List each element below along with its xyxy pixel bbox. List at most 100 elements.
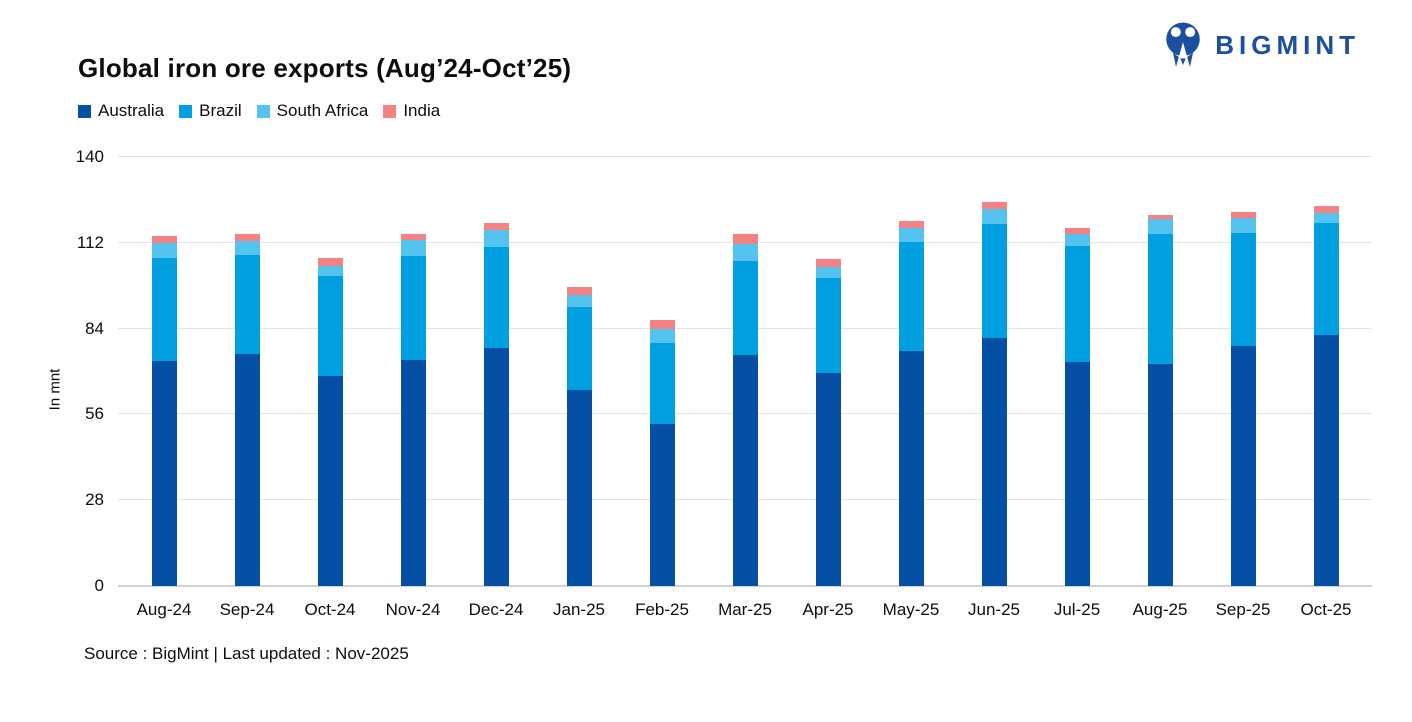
segment-brazil-sep-24 bbox=[234, 255, 260, 355]
segment-south-africa-sep-24 bbox=[234, 240, 260, 256]
segment-australia-sep-25 bbox=[1230, 345, 1256, 586]
y-tick-label-56: 56 bbox=[85, 404, 104, 424]
segment-australia-dec-24 bbox=[483, 347, 509, 586]
legend-swatch-south-africa bbox=[256, 104, 270, 118]
legend-item-india: India bbox=[383, 101, 440, 121]
bar-mar-25 bbox=[732, 233, 758, 586]
legend-swatch-india bbox=[383, 104, 397, 118]
segment-india-jan-25 bbox=[566, 286, 592, 296]
x-tick-label-jul-25: Jul-25 bbox=[1053, 600, 1101, 619]
segment-south-africa-aug-25 bbox=[1147, 219, 1173, 234]
segment-australia-jan-25 bbox=[566, 390, 592, 586]
segment-india-sep-25 bbox=[1230, 212, 1256, 219]
chart-legend: Australia Brazil South Africa India bbox=[78, 101, 440, 121]
gridline-140 bbox=[118, 156, 1372, 157]
bar-nov-24 bbox=[400, 233, 426, 586]
segment-brazil-jan-25 bbox=[566, 307, 592, 391]
segment-brazil-oct-25 bbox=[1313, 222, 1339, 336]
bar-sep-25 bbox=[1230, 212, 1256, 586]
segment-india-jun-25 bbox=[981, 202, 1007, 210]
segment-brazil-sep-25 bbox=[1230, 233, 1256, 346]
bar-apr-25 bbox=[815, 258, 841, 586]
segment-india-sep-24 bbox=[234, 234, 260, 241]
segment-australia-may-25 bbox=[898, 351, 924, 586]
segment-india-oct-24 bbox=[317, 257, 343, 266]
x-tick-label-sep-25: Sep-25 bbox=[1215, 600, 1271, 619]
bar-sep-24 bbox=[234, 234, 260, 586]
segment-south-africa-oct-25 bbox=[1313, 213, 1339, 223]
y-tick-label-112: 112 bbox=[76, 232, 104, 252]
legend-swatch-brazil bbox=[179, 104, 193, 118]
legend-swatch-australia bbox=[78, 104, 91, 118]
segment-brazil-jul-25 bbox=[1064, 245, 1090, 362]
y-axis-title: In mnt bbox=[46, 368, 64, 411]
segment-brazil-jun-25 bbox=[981, 224, 1007, 339]
segment-australia-mar-25 bbox=[732, 354, 758, 586]
legend-item-australia: Australia bbox=[78, 101, 164, 121]
bar-jun-25 bbox=[981, 202, 1007, 586]
segment-south-africa-jan-25 bbox=[566, 295, 592, 308]
segment-australia-nov-24 bbox=[400, 360, 426, 586]
y-axis: 0 28 56 84 112 140 bbox=[0, 147, 104, 595]
x-tick-label-apr-25: Apr-25 bbox=[802, 600, 854, 619]
x-tick-label-nov-24: Nov-24 bbox=[385, 600, 441, 619]
segment-south-africa-mar-25 bbox=[732, 244, 758, 261]
segment-brazil-apr-25 bbox=[815, 278, 841, 373]
x-axis: Aug-24 Sep-24 Oct-24 Nov-24 Dec-24 Jan-25 Feb-… bbox=[118, 600, 1372, 624]
bar-oct-25 bbox=[1313, 206, 1339, 586]
y-tick-label-84: 84 bbox=[85, 318, 104, 338]
segment-brazil-feb-25 bbox=[649, 343, 675, 424]
segment-india-mar-25 bbox=[732, 233, 758, 245]
x-tick-label-sep-24: Sep-24 bbox=[219, 600, 275, 619]
segment-india-dec-24 bbox=[483, 222, 509, 230]
x-tick-label-may-25: May-25 bbox=[882, 600, 940, 619]
segment-brazil-aug-24 bbox=[151, 258, 177, 362]
segment-south-africa-may-25 bbox=[898, 227, 924, 243]
segment-south-africa-aug-24 bbox=[151, 243, 177, 259]
segment-australia-jun-25 bbox=[981, 338, 1007, 586]
segment-south-africa-oct-24 bbox=[317, 265, 343, 276]
segment-south-africa-dec-24 bbox=[483, 229, 509, 247]
segment-brazil-may-25 bbox=[898, 242, 924, 352]
x-tick-label-feb-25: Feb-25 bbox=[635, 600, 689, 619]
segment-australia-aug-24 bbox=[151, 361, 177, 586]
segment-australia-sep-24 bbox=[234, 354, 260, 586]
segment-south-africa-feb-25 bbox=[649, 329, 675, 344]
legend-label-south-africa: South Africa bbox=[276, 101, 369, 120]
y-tick-label-28: 28 bbox=[85, 490, 104, 510]
bigmint-logo-text: BIGMINT bbox=[1215, 30, 1360, 60]
segment-brazil-mar-25 bbox=[732, 260, 758, 355]
segment-australia-jul-25 bbox=[1064, 361, 1090, 586]
x-tick-label-aug-25: Aug-25 bbox=[1132, 600, 1188, 619]
x-tick-label-jan-25: Jan-25 bbox=[553, 600, 605, 619]
x-tick-label-oct-25: Oct-25 bbox=[1300, 600, 1352, 619]
segment-south-africa-nov-24 bbox=[400, 240, 426, 256]
segment-australia-feb-25 bbox=[649, 423, 675, 586]
legend-item-south-africa: South Africa bbox=[256, 101, 369, 121]
segment-south-africa-jun-25 bbox=[981, 209, 1007, 225]
segment-brazil-nov-24 bbox=[400, 256, 426, 361]
segment-india-may-25 bbox=[898, 220, 924, 228]
source-note: Source : BigMint | Last updated : Nov-20… bbox=[84, 644, 409, 663]
x-tick-label-aug-24: Aug-24 bbox=[136, 600, 192, 619]
segment-brazil-oct-24 bbox=[317, 275, 343, 377]
segment-india-oct-25 bbox=[1313, 206, 1339, 214]
legend-item-brazil: Brazil bbox=[179, 101, 242, 121]
legend-label-india: India bbox=[403, 101, 441, 120]
segment-south-africa-apr-25 bbox=[815, 266, 841, 279]
segment-australia-apr-25 bbox=[815, 372, 841, 586]
bar-aug-24 bbox=[151, 236, 177, 586]
segment-south-africa-jul-25 bbox=[1064, 234, 1090, 246]
segment-australia-oct-24 bbox=[317, 376, 343, 586]
x-tick-label-dec-24: Dec-24 bbox=[468, 600, 524, 619]
bigmint-logo: BIGMINT bbox=[1161, 20, 1360, 70]
y-tick-label-140: 140 bbox=[75, 147, 104, 166]
bigmint-logo-icon bbox=[1166, 22, 1200, 67]
segment-australia-aug-25 bbox=[1147, 363, 1173, 586]
segment-india-aug-24 bbox=[151, 236, 177, 244]
x-tick-label-jun-25: Jun-25 bbox=[968, 600, 1020, 619]
legend-label-australia: Australia bbox=[98, 101, 165, 120]
segment-south-africa-sep-25 bbox=[1230, 218, 1256, 234]
segment-india-nov-24 bbox=[400, 233, 426, 241]
